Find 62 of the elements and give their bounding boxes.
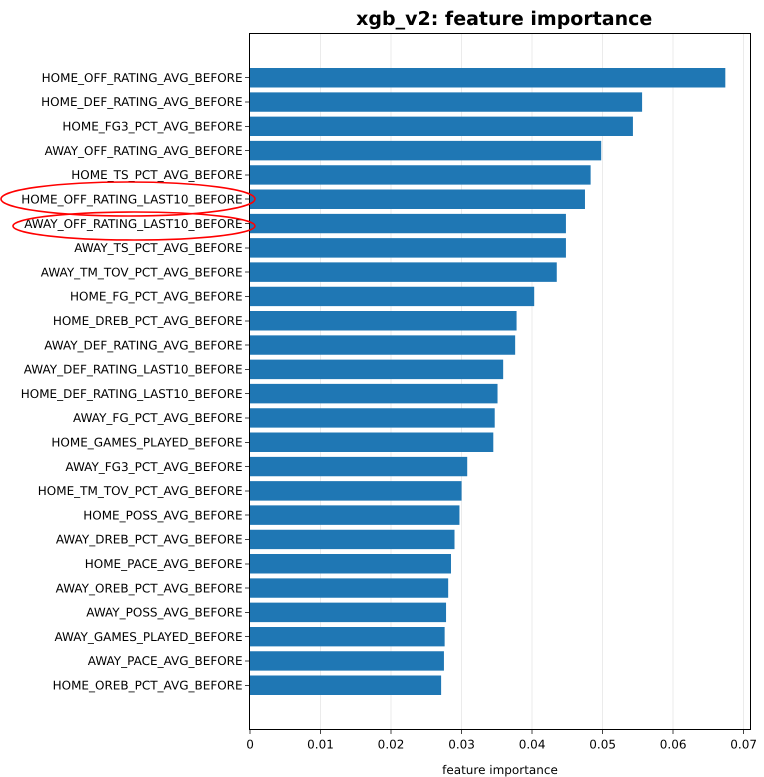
- x-tick-label: 0.07: [730, 737, 758, 752]
- y-tick-label: HOME_PACE_AVG_BEFORE: [84, 556, 243, 571]
- bar: [250, 432, 494, 452]
- x-axis-title: feature importance: [442, 763, 558, 777]
- bar: [250, 262, 557, 282]
- y-tick-label: HOME_OFF_RATING_LAST10_BEFORE: [21, 192, 243, 206]
- y-tick-label: HOME_OREB_PCT_AVG_BEFORE: [52, 678, 243, 692]
- bar: [250, 165, 591, 185]
- y-tick-label: HOME_FG3_PCT_AVG_BEFORE: [62, 120, 243, 134]
- bar: [250, 408, 495, 428]
- bar: [250, 626, 445, 646]
- bar: [250, 360, 504, 380]
- y-tick-label: AWAY_FG3_PCT_AVG_BEFORE: [65, 460, 243, 474]
- y-tick-label: AWAY_TM_TOV_PCT_AVG_BEFORE: [40, 265, 243, 280]
- y-tick-label: HOME_POSS_AVG_BEFORE: [83, 508, 243, 522]
- bar: [250, 335, 516, 355]
- bar: [250, 190, 585, 209]
- x-tick-label: 0: [246, 737, 254, 752]
- x-tick-label: 0.01: [307, 737, 334, 752]
- chart-title: xgb_v2: feature importance: [356, 8, 652, 30]
- x-tick-label: 0.03: [448, 737, 475, 752]
- y-tick-label: AWAY_DEF_RATING_LAST10_BEFORE: [24, 362, 243, 377]
- y-tick-label: AWAY_DEF_RATING_AVG_BEFORE: [44, 338, 243, 352]
- y-tick-label: AWAY_PACE_AVG_BEFORE: [88, 654, 243, 668]
- y-tick-label: AWAY_OREB_PCT_AVG_BEFORE: [56, 581, 243, 596]
- x-tick-label: 0.05: [589, 737, 616, 752]
- bar: [250, 530, 455, 550]
- x-tick-label: 0.02: [378, 737, 404, 752]
- y-tick-label: HOME_DEF_RATING_LAST10_BEFORE: [20, 386, 243, 401]
- y-tick-label: HOME_TS_PCT_AVG_BEFORE: [71, 168, 243, 182]
- bar: [250, 456, 468, 476]
- bar: [250, 505, 460, 525]
- y-tick-label: AWAY_OFF_RATING_LAST10_BEFORE: [24, 216, 243, 231]
- y-tick-label: AWAY_DREB_PCT_AVG_BEFORE: [56, 532, 243, 547]
- y-tick-label: AWAY_OFF_RATING_AVG_BEFORE: [44, 144, 243, 158]
- bar: [250, 286, 534, 306]
- bar: [250, 651, 444, 671]
- x-tick-label: 0.04: [518, 737, 546, 752]
- bar: [250, 92, 642, 112]
- bar: [250, 384, 498, 404]
- bar: [250, 481, 462, 501]
- y-tick-label: HOME_DREB_PCT_AVG_BEFORE: [52, 314, 243, 328]
- bar: [250, 238, 566, 258]
- y-tick-label: AWAY_POSS_AVG_BEFORE: [86, 606, 243, 620]
- x-tick-label: 0.06: [660, 737, 686, 752]
- y-tick-label: AWAY_GAMES_PLAYED_BEFORE: [54, 630, 243, 644]
- bar: [250, 554, 451, 574]
- y-tick-label: AWAY_FG_PCT_AVG_BEFORE: [73, 411, 243, 426]
- bar: [250, 68, 726, 88]
- bar: [250, 140, 602, 160]
- bar: [250, 578, 448, 598]
- bar: [250, 116, 633, 136]
- y-tick-label: HOME_FG_PCT_AVG_BEFORE: [70, 290, 243, 304]
- y-tick-label: HOME_TM_TOV_PCT_AVG_BEFORE: [38, 484, 243, 498]
- y-tick-label: HOME_GAMES_PLAYED_BEFORE: [51, 435, 243, 450]
- bar: [250, 214, 566, 234]
- bar: [250, 676, 442, 695]
- bar: [250, 602, 446, 622]
- y-tick-label: HOME_OFF_RATING_AVG_BEFORE: [42, 70, 243, 85]
- y-tick-label: HOME_DEF_RATING_AVG_BEFORE: [41, 95, 243, 110]
- y-tick-label: AWAY_TS_PCT_AVG_BEFORE: [74, 241, 243, 256]
- bar: [250, 311, 517, 330]
